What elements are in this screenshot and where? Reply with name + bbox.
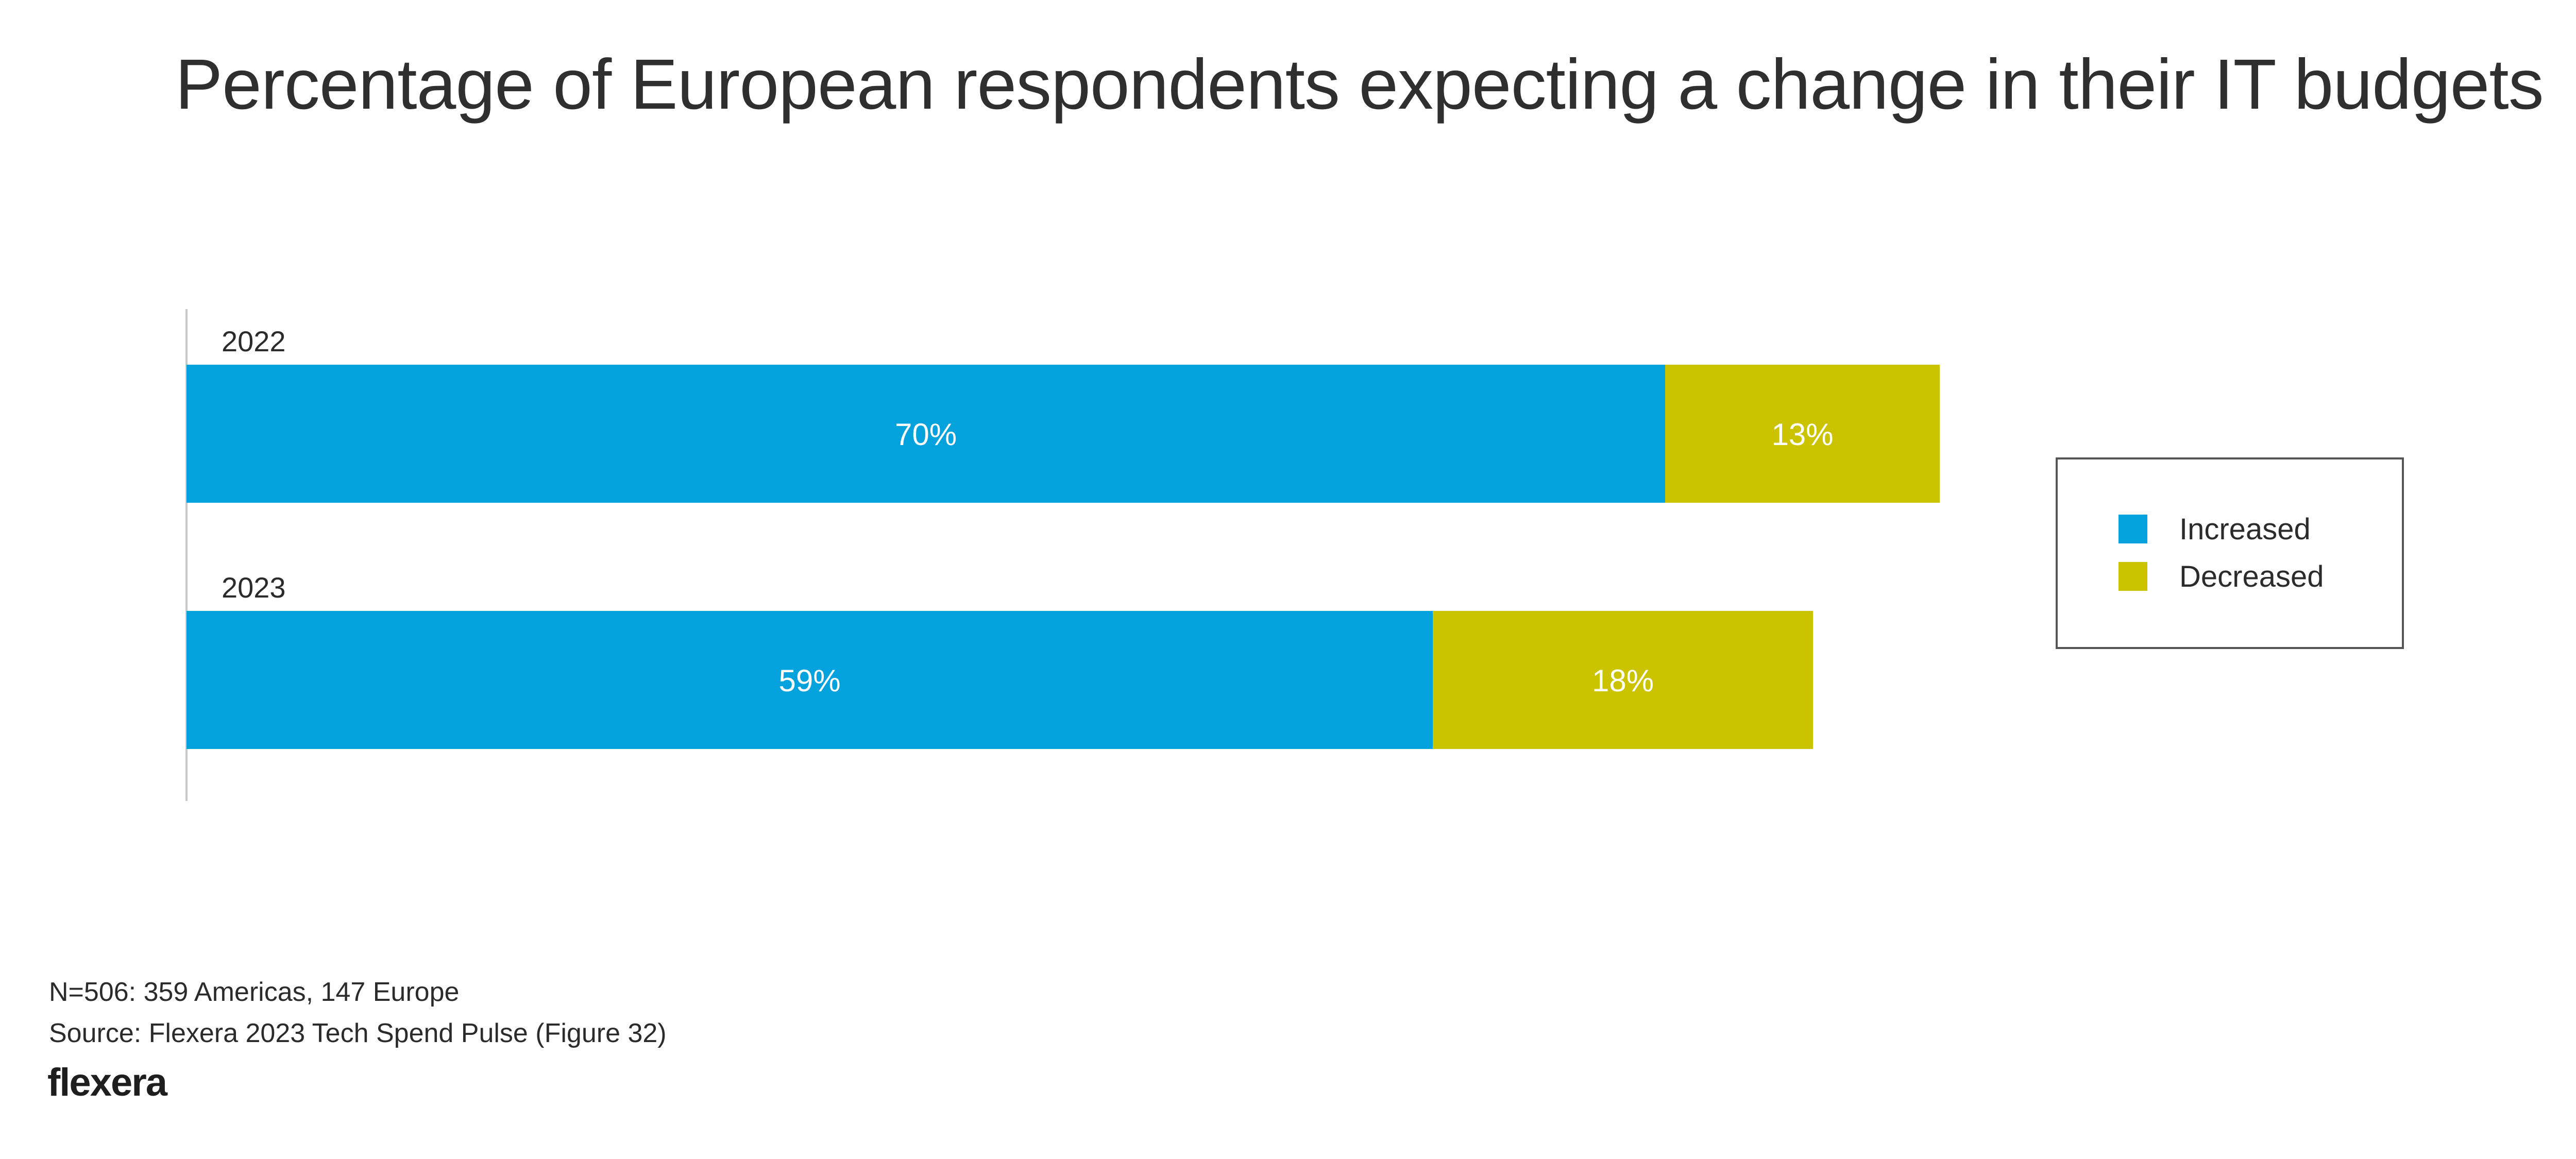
data-label-increased-2023: 59%	[778, 663, 840, 698]
sample-size-note: N=506: 359 Americas, 147 Europe	[49, 977, 460, 1007]
data-label-decreased-2022: 13%	[1771, 417, 1833, 452]
data-label-increased-2022: 70%	[895, 417, 957, 452]
legend-label-decreased: Decreased	[2179, 559, 2324, 593]
source-note: Source: Flexera 2023 Tech Spend Pulse (F…	[49, 1018, 667, 1048]
category-label-2023: 2023	[222, 571, 286, 604]
chart-title: Percentage of European respondents expec…	[175, 45, 2544, 124]
legend-item-decreased: Decreased	[2119, 558, 2324, 594]
bar-decreased-2023	[1433, 611, 1813, 749]
bar-increased-2022	[187, 365, 1665, 503]
category-label-2022: 2022	[222, 325, 286, 357]
flexera-logo: flexera	[47, 1061, 167, 1104]
bar-increased-2023	[187, 611, 1433, 749]
legend-label-increased: Increased	[2179, 512, 2311, 546]
chart-legend: Increased Decreased	[2056, 457, 2404, 649]
bar-decreased-2022	[1665, 365, 1940, 503]
legend-swatch-decreased	[2119, 562, 2147, 591]
data-label-decreased-2023: 18%	[1592, 663, 1654, 698]
legend-swatch-increased	[2119, 515, 2147, 543]
legend-item-increased: Increased	[2119, 511, 2311, 547]
